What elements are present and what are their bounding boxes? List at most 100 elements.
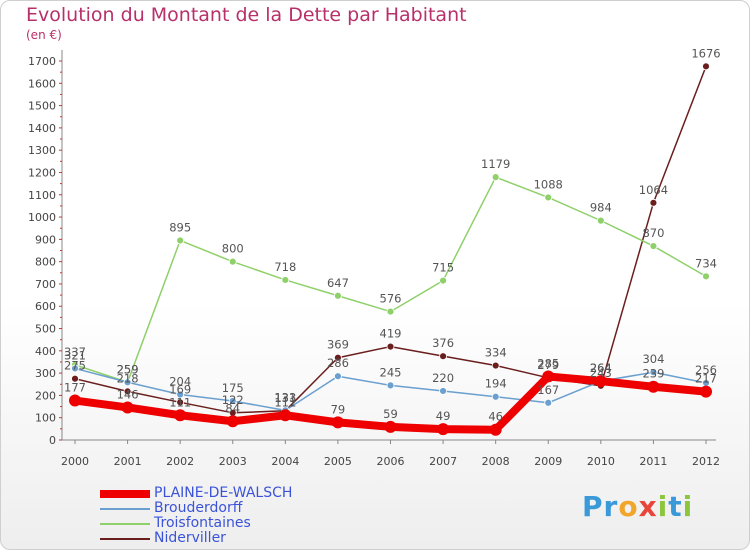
data-point xyxy=(176,398,185,407)
data-label: 376 xyxy=(432,336,454,350)
data-point xyxy=(491,361,500,370)
y-tick-label: 800 xyxy=(35,256,56,269)
legend-swatch xyxy=(100,523,150,525)
legend-label: PLAINE-DE-WALSCH xyxy=(154,485,293,501)
data-label: 286 xyxy=(327,356,349,370)
data-point xyxy=(489,423,502,436)
legend-item-troisfontaines: Troisfontaines xyxy=(100,515,360,532)
y-tick-label: 1400 xyxy=(28,122,56,135)
data-point xyxy=(334,372,342,381)
data-point xyxy=(439,352,447,361)
legend-swatch xyxy=(100,508,150,510)
y-tick-label: 1100 xyxy=(28,189,56,202)
data-point xyxy=(228,397,237,405)
data-label: 718 xyxy=(274,260,296,274)
data-label: 146 xyxy=(117,387,139,401)
data-point xyxy=(544,193,553,202)
chart-subtitle: (en €) xyxy=(26,28,62,42)
data-point xyxy=(702,62,710,71)
data-point xyxy=(71,364,79,373)
data-point xyxy=(544,398,553,407)
logo-letter: t xyxy=(668,490,683,523)
data-label: 218 xyxy=(117,371,139,385)
data-label: 177 xyxy=(64,381,86,395)
y-tick-label: 100 xyxy=(35,412,56,425)
y-tick-label: 500 xyxy=(35,323,56,336)
y-tick-label: 1200 xyxy=(28,166,56,179)
data-point xyxy=(439,276,447,285)
data-label: 133 xyxy=(274,390,296,404)
data-label: 984 xyxy=(590,201,612,215)
data-label: 734 xyxy=(695,256,717,270)
data-point xyxy=(702,272,710,281)
x-tick-label: 2005 xyxy=(324,455,352,468)
legend-label: Niderviller xyxy=(154,530,226,546)
data-point xyxy=(334,353,342,362)
data-point xyxy=(649,368,658,377)
data-point xyxy=(176,236,185,245)
legend-swatch xyxy=(100,538,150,540)
data-label: 204 xyxy=(169,375,191,389)
data-point xyxy=(71,374,79,383)
data-label: 245 xyxy=(380,365,402,379)
data-point xyxy=(279,409,292,422)
data-label: 220 xyxy=(432,371,454,385)
x-tick-label: 2006 xyxy=(377,455,405,468)
data-label: 369 xyxy=(327,338,349,352)
data-label: 285 xyxy=(537,356,559,370)
y-tick-label: 300 xyxy=(35,367,56,380)
legend-label: Troisfontaines xyxy=(154,515,251,531)
data-label: 111 xyxy=(169,395,191,409)
logo-letter: i xyxy=(657,490,669,523)
logo-letter: r xyxy=(603,490,619,523)
data-point xyxy=(228,257,237,266)
y-tick-label: 1000 xyxy=(28,211,56,224)
data-label: 256 xyxy=(695,363,717,377)
data-point xyxy=(437,423,450,436)
y-tick-label: 200 xyxy=(35,389,56,402)
x-tick-label: 2010 xyxy=(587,455,615,468)
data-point xyxy=(386,307,395,316)
x-tick-label: 2003 xyxy=(219,455,247,468)
proxiti-logo: Proxiti xyxy=(582,490,693,523)
data-point xyxy=(596,216,605,225)
logo-letter: i xyxy=(682,490,694,523)
data-label: 304 xyxy=(642,352,664,366)
data-point xyxy=(281,276,290,284)
data-label: 111 xyxy=(274,395,296,409)
y-tick-label: 700 xyxy=(35,278,56,291)
legend-swatch xyxy=(100,490,150,498)
x-tick-label: 2007 xyxy=(429,455,457,468)
y-tick-label: 1500 xyxy=(28,100,56,113)
data-label: 84 xyxy=(225,401,240,415)
legend-label: Brouderdorff xyxy=(154,500,243,516)
data-label: 122 xyxy=(222,393,244,407)
data-label: 194 xyxy=(485,377,507,391)
y-tick-label: 900 xyxy=(35,233,56,246)
data-point xyxy=(226,415,239,428)
x-tick-label: 2009 xyxy=(534,455,562,468)
data-point xyxy=(700,385,712,398)
data-label: 175 xyxy=(222,381,244,395)
data-label: 79 xyxy=(331,402,346,416)
x-tick-label: 2002 xyxy=(166,455,194,468)
x-tick-label: 2011 xyxy=(639,455,667,468)
data-point xyxy=(594,375,607,388)
x-tick-label: 2000 xyxy=(61,455,89,468)
data-label: 59 xyxy=(383,407,398,421)
data-point xyxy=(491,392,500,401)
y-tick-label: 1700 xyxy=(28,55,56,68)
logo-letter: P xyxy=(582,490,604,523)
data-point xyxy=(491,173,500,182)
data-label: 49 xyxy=(436,409,451,423)
data-label: 334 xyxy=(485,346,507,360)
data-point xyxy=(386,381,395,390)
y-tick-label: 1300 xyxy=(28,144,56,157)
data-label: 243 xyxy=(590,366,612,380)
data-label: 800 xyxy=(222,242,244,256)
data-label: 279 xyxy=(537,358,559,372)
data-label: 647 xyxy=(327,276,349,290)
data-point xyxy=(542,370,555,383)
logo-letter: x xyxy=(638,490,658,523)
data-label: 167 xyxy=(537,383,559,397)
